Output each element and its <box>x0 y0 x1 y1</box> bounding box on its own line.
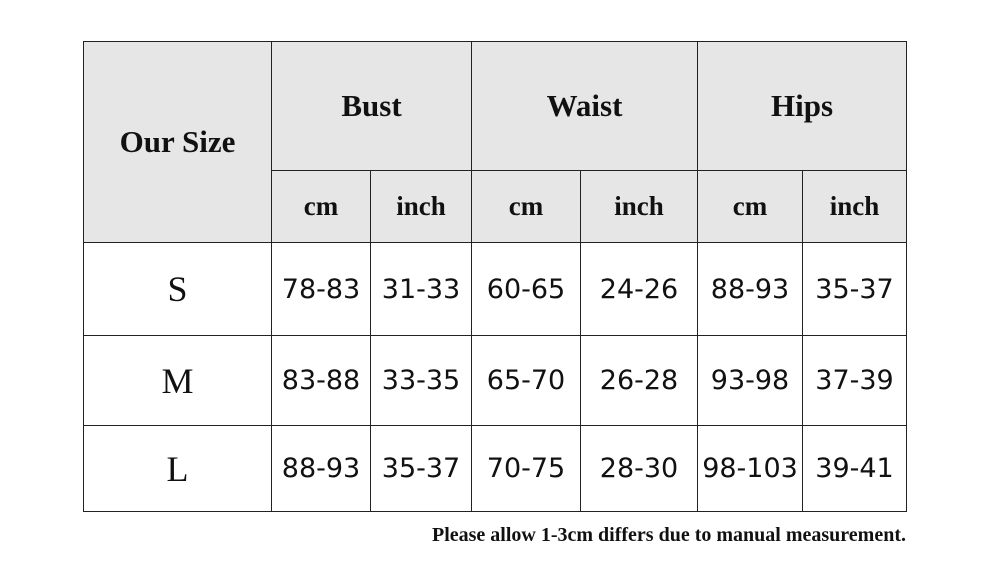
value-cell: 37-39 <box>802 335 908 426</box>
unit-header: cm <box>697 170 804 243</box>
value-cell: 33-35 <box>370 335 472 426</box>
unit-header: inch <box>370 170 472 243</box>
group-header: Bust <box>271 41 472 171</box>
value-cell: 39-41 <box>802 425 908 512</box>
note: Please allow 1-3cm differs due to manual… <box>431 524 906 546</box>
unit-header: cm <box>271 170 371 243</box>
value-cell: 65-70 <box>471 335 581 426</box>
value-cell: 35-37 <box>802 242 908 336</box>
value-cell: 35-37 <box>370 425 472 512</box>
size-header: Our Size <box>83 41 272 243</box>
size-cell: M <box>83 335 272 426</box>
value-cell: 60-65 <box>471 242 581 336</box>
value-cell: 26-28 <box>579 335 699 426</box>
value-cell: 24-26 <box>579 242 699 336</box>
value-cell: 83-88 <box>271 335 371 426</box>
unit-header: inch <box>802 170 908 243</box>
group-header: Waist <box>470 41 699 171</box>
size-cell: L <box>83 425 272 512</box>
value-cell: 88-93 <box>271 425 371 512</box>
value-cell: 31-33 <box>370 242 472 336</box>
value-cell: 98-103 <box>697 425 804 512</box>
value-cell: 70-75 <box>471 425 581 512</box>
size-table: Our Size Bust Waist Hips cm inch cm inch cm inch S… <box>83 41 908 512</box>
value-cell: 28-30 <box>579 425 699 512</box>
value-cell: 78-83 <box>271 242 371 336</box>
unit-header: inch <box>579 170 699 243</box>
group-header: Hips <box>697 41 908 171</box>
unit-header: cm <box>471 170 581 243</box>
value-cell: 93-98 <box>697 335 804 426</box>
value-cell: 88-93 <box>697 242 804 336</box>
size-cell: S <box>83 242 272 336</box>
